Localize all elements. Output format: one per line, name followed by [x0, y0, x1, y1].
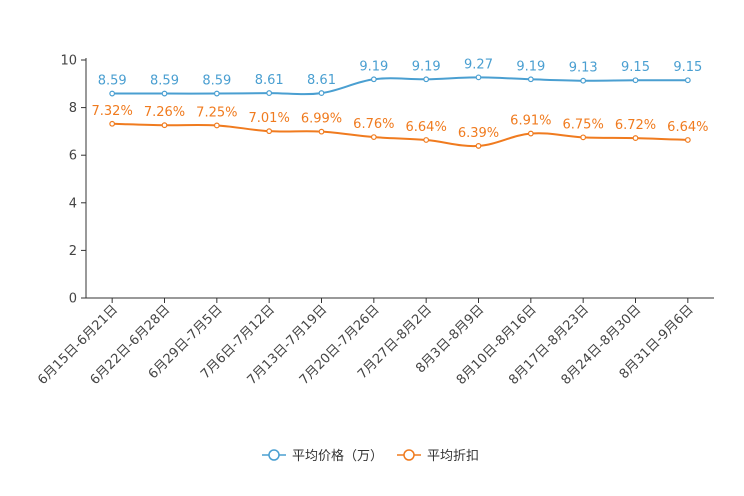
data-label: 8.59 [202, 74, 231, 89]
y-tick-label: 2 [69, 244, 77, 259]
data-point [580, 77, 587, 84]
data-label: 6.64% [406, 120, 447, 135]
data-point [109, 120, 116, 127]
data-label: 9.19 [516, 59, 545, 74]
data-label: 6.91% [510, 114, 551, 129]
legend-marker-icon [268, 449, 280, 461]
y-tick-label: 6 [69, 149, 77, 164]
data-label: 6.99% [301, 112, 342, 127]
data-point [370, 134, 377, 141]
legend-item-1: 平均价格（万） [262, 448, 383, 464]
data-label: 6.76% [353, 117, 394, 132]
data-label: 6.75% [563, 117, 604, 132]
y-tick-label: 8 [69, 101, 77, 116]
legend-label: 平均价格（万） [292, 448, 383, 464]
data-point [161, 122, 168, 129]
data-point [475, 74, 482, 81]
legend-marker-icon [403, 449, 415, 461]
data-point [423, 137, 430, 143]
data-label: 8.59 [98, 74, 127, 89]
data-point [580, 134, 587, 141]
data-point [632, 77, 639, 84]
data-point [213, 122, 220, 129]
data-point [318, 90, 325, 96]
data-label: 7.01% [249, 111, 290, 126]
data-label: 6.39% [458, 126, 499, 141]
data-label: 6.72% [615, 118, 656, 133]
data-label: 8.59 [150, 74, 179, 89]
data-label: 8.61 [307, 73, 336, 88]
data-point [370, 76, 377, 83]
data-point [527, 76, 534, 83]
legend: 平均价格（万） 平均折扣 [262, 448, 479, 464]
data-label: 7.26% [144, 105, 185, 120]
series-line [112, 76, 688, 96]
series-2: 7.32% 7.26% 7.25% 7.01% 6.99% 6.76% 6.64% 6.39%… [92, 104, 708, 149]
series-layer: 8.59 8.59 8.59 8.61 8.61 9.19 9.19 9.27 9.19 9.13… [92, 57, 708, 149]
data-label: 9.15 [673, 60, 702, 75]
data-label: 7.25% [196, 105, 237, 120]
series-1: 8.59 8.59 8.59 8.61 8.61 9.19 9.19 9.27 9.19 9.13… [98, 57, 702, 97]
data-point [266, 90, 273, 96]
data-point [423, 76, 430, 83]
data-point [213, 90, 220, 97]
axes: 02468106月15日-6月21日6月22日-6月28日6月29日-7月5日7… [35, 54, 714, 388]
data-point [527, 130, 534, 137]
data-label: 9.19 [412, 59, 441, 74]
data-label: 8.61 [255, 73, 284, 88]
data-point [475, 143, 482, 149]
data-point [109, 90, 116, 97]
legend-label: 平均折扣 [427, 449, 479, 464]
data-label: 9.19 [359, 59, 388, 74]
legend-item-2: 平均折扣 [397, 449, 479, 464]
series-line [112, 122, 688, 148]
y-tick-label: 10 [60, 54, 77, 69]
data-point [684, 137, 691, 143]
data-label: 9.13 [569, 61, 598, 76]
y-tick-label: 0 [69, 292, 77, 307]
data-point [632, 135, 639, 141]
y-tick-label: 4 [69, 196, 77, 211]
data-label: 9.15 [621, 60, 650, 75]
data-label: 9.27 [464, 57, 493, 72]
data-point [161, 90, 168, 97]
data-label: 7.32% [92, 104, 133, 119]
data-label: 6.64% [667, 120, 708, 135]
data-point [266, 128, 273, 135]
data-point [684, 77, 691, 84]
data-point [318, 128, 325, 135]
